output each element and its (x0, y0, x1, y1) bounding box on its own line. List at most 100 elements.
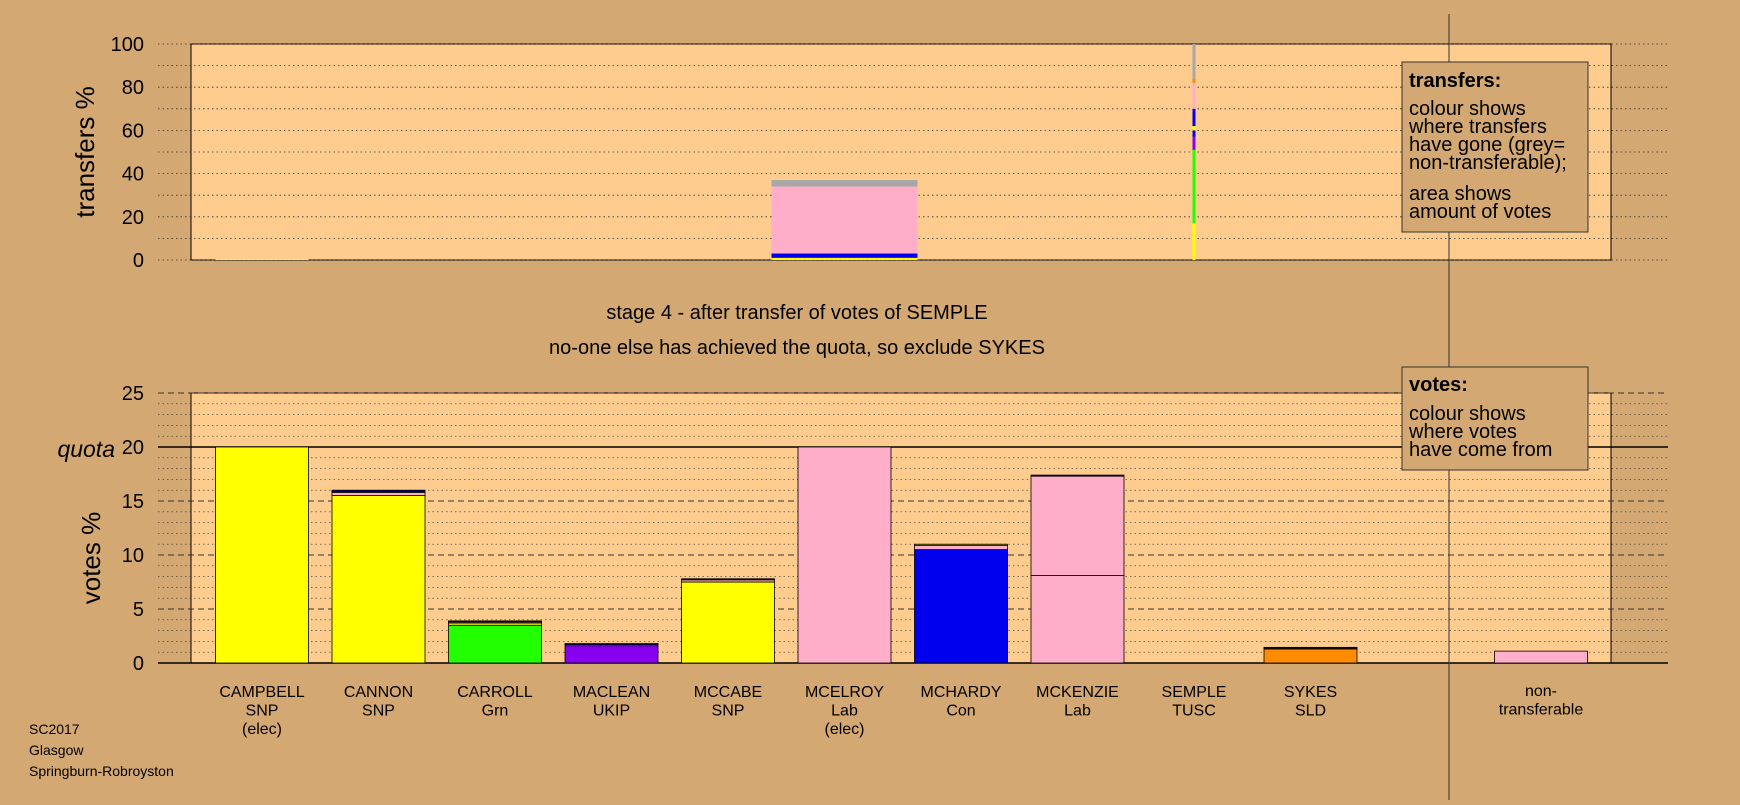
transfer-segment (1192, 149, 1196, 224)
candidate-label: UKIP (593, 703, 630, 720)
vote-segment (681, 581, 775, 664)
transfer-segment (1192, 126, 1196, 131)
candidate-label: SEMPLE (1162, 684, 1227, 701)
vote-segment (797, 446, 892, 664)
candidate-label: CARROLL (457, 684, 533, 701)
transfer-segment (215, 258, 309, 260)
vote-segment (1263, 646, 1358, 649)
votes-y-tick-label: 10 (122, 545, 144, 567)
votes-legend-box (1401, 366, 1589, 471)
transfer-segment (771, 257, 918, 260)
transfers-y-tick-label: 60 (122, 120, 144, 142)
vote-segment (331, 489, 426, 492)
candidate-label: MCKENZIE (1036, 684, 1119, 701)
nontransferable-label: non- (1525, 683, 1557, 700)
transfer-segment (1192, 223, 1196, 260)
transfers-y-tick-label: 40 (122, 164, 144, 186)
vote-segment (914, 549, 1008, 664)
transfer-segment (1192, 82, 1196, 109)
votes-legend-line: have come from (1409, 439, 1552, 461)
candidate-label: MACLEAN (573, 684, 650, 701)
transfers-y-tick-label: 0 (133, 250, 144, 272)
transfers-legend-line: where transfers (1408, 116, 1547, 138)
footer-ward: Springburn-Robroyston (29, 763, 174, 779)
vote-segment (331, 491, 426, 496)
transfers-legend-line: have gone (grey= (1409, 134, 1565, 156)
vote-segment (448, 624, 542, 664)
vote-segment (215, 446, 309, 664)
footer-election: SC2017 (29, 721, 80, 737)
quota-label: quota (57, 436, 115, 462)
vote-segment (1030, 575, 1125, 664)
stage-subtitle: no-one else has achieved the quota, so e… (549, 337, 1045, 359)
votes-y-axis-label: votes % (76, 512, 106, 605)
candidate-label: SNP (712, 703, 745, 720)
candidate-label: TUSC (1172, 703, 1216, 720)
candidate-label: (elec) (242, 721, 282, 738)
transfers-y-ticks: 0 20 40 60 80 100 (111, 34, 144, 272)
vote-segment (914, 544, 1008, 551)
transfers-legend-title: transfers: (1409, 70, 1501, 92)
votes-y-tick-label: 20 (122, 437, 144, 459)
votes-y-ticks: 0 5 10 15 20 25 (122, 383, 144, 675)
vote-segment (564, 643, 659, 646)
transfers-y-tick-label: 100 (111, 34, 144, 56)
transfers-y-tick-label: 80 (122, 77, 144, 99)
vote-segment (914, 543, 1008, 546)
candidate-label: Lab (1064, 703, 1091, 720)
vote-segment (681, 578, 775, 581)
transfers-bars (215, 44, 1196, 260)
votes-bars (215, 446, 1588, 664)
vote-segment (331, 495, 426, 664)
candidate-label: CANNON (344, 684, 413, 701)
footer-council: Glasgow (29, 742, 84, 758)
transfer-segment (771, 186, 918, 254)
transfers-legend-line: amount of votes (1409, 201, 1551, 223)
candidate-label: (elec) (824, 721, 864, 738)
transfers-legend-line: non-transferable); (1409, 152, 1567, 174)
votes-plot-area (190, 392, 1612, 664)
transfer-segment (1192, 78, 1196, 83)
votes-legend-title: votes: (1409, 374, 1468, 396)
transfer-segment (771, 253, 918, 258)
transfers-legend-box (1401, 61, 1589, 233)
candidate-label: Con (946, 703, 975, 720)
votes-y-tick-label: 25 (122, 383, 144, 405)
vote-segment (1263, 648, 1358, 664)
transfers-y-axis-label: transfers % (70, 86, 100, 218)
transfers-legend: transfers: colour shows where transfers … (1401, 61, 1589, 233)
transfers-legend-line: area shows (1409, 183, 1511, 205)
transfers-y-tick-label: 20 (122, 207, 144, 229)
nontransferable-label: transferable (1499, 702, 1584, 719)
votes-y-tick-label: 15 (122, 491, 144, 513)
vote-segment (1030, 475, 1125, 576)
votes-legend-line: where votes (1408, 421, 1517, 443)
vote-segment (448, 620, 542, 623)
transfer-segment (1192, 136, 1196, 150)
votes-y-tick-label: 5 (133, 599, 144, 621)
candidate-label: MCCABE (694, 684, 762, 701)
candidate-labels: CAMPBELLSNP(elec)CANNONSNPCARROLLGrnMACL… (219, 683, 1583, 738)
transfer-segment (1192, 44, 1196, 79)
votes-legend-line: colour shows (1409, 403, 1526, 425)
candidate-label: MCELROY (805, 684, 884, 701)
transfer-segment (1192, 108, 1196, 127)
candidate-label: SNP (362, 703, 395, 720)
votes-y-tick-label: 0 (133, 653, 144, 675)
stage-title: stage 4 - after transfer of votes of SEM… (606, 302, 987, 324)
vote-segment (1030, 474, 1125, 477)
candidate-label: Grn (482, 703, 509, 720)
candidate-label: MCHARDY (921, 684, 1002, 701)
transfers-legend-line: colour shows (1409, 98, 1526, 120)
votes-legend: votes: colour shows where votes have com… (1401, 366, 1589, 471)
vote-segment (564, 645, 659, 664)
candidate-label: CAMPBELL (219, 684, 304, 701)
candidate-label: SLD (1295, 703, 1326, 720)
vote-segment (1494, 650, 1588, 664)
candidate-label: SYKES (1284, 684, 1337, 701)
candidate-label: SNP (246, 703, 279, 720)
candidate-label: Lab (831, 703, 858, 720)
transfer-segment (771, 180, 918, 187)
